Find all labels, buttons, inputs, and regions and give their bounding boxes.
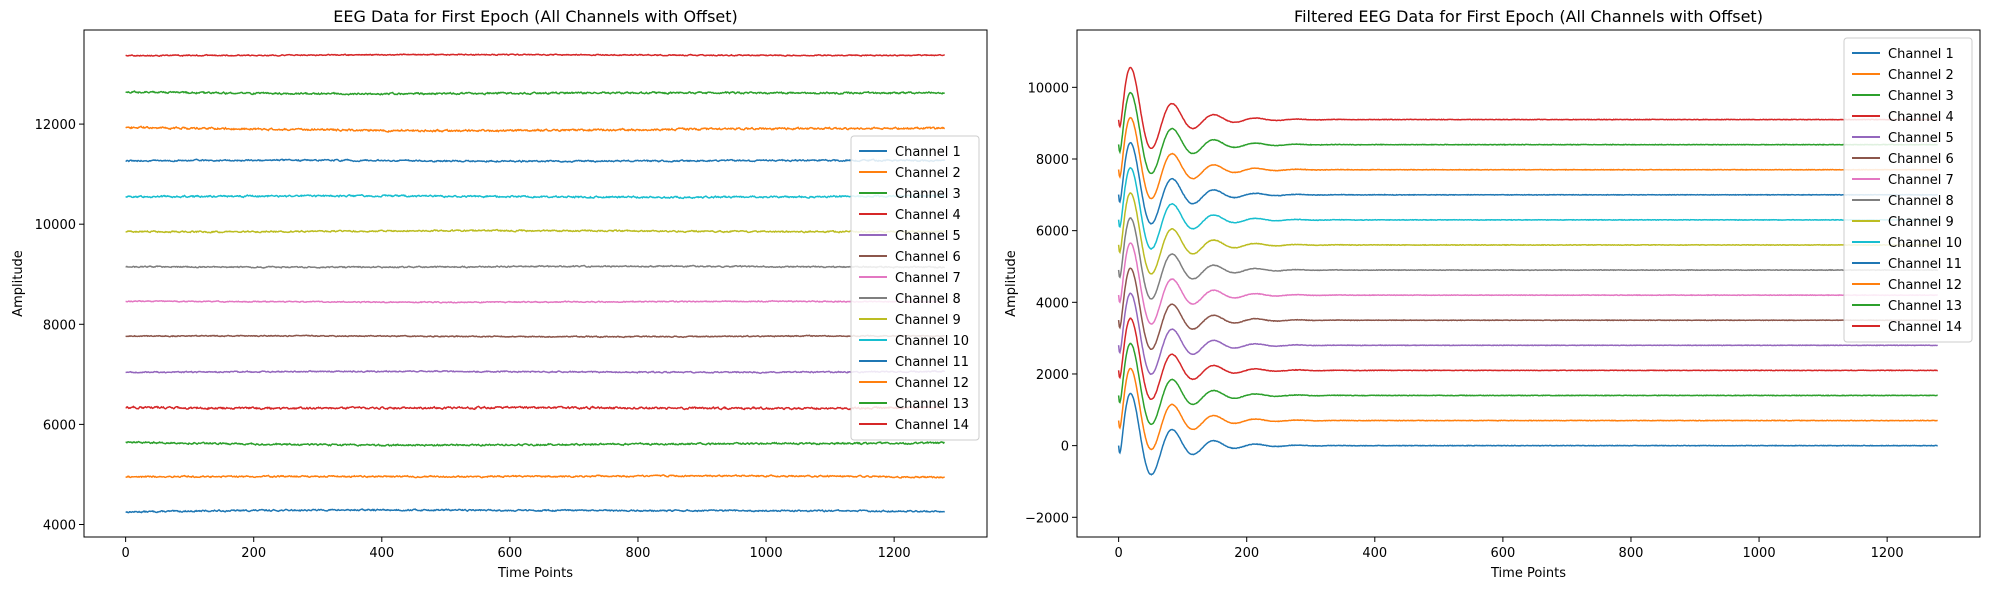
legend-entry: Channel 4	[1888, 110, 1954, 125]
series-line-4	[1117, 317, 1939, 400]
series-line-13	[1117, 91, 1938, 175]
series-line-9	[125, 228, 946, 234]
series-line-6	[125, 334, 946, 339]
y-tick-label: −2000	[1025, 511, 1069, 526]
y-tick-label: 8000	[43, 318, 76, 333]
plot-area	[1117, 66, 1939, 476]
legend-entry: Channel 14	[1888, 320, 1962, 335]
legend-entry: Channel 1	[1888, 47, 1954, 62]
series-line-14	[1117, 66, 1938, 150]
x-tick-label: 1000	[1743, 546, 1776, 561]
series-line-7	[125, 299, 946, 304]
y-tick-label: 6000	[43, 418, 76, 433]
legend-entry: Channel 5	[1888, 131, 1954, 146]
x-tick-label: 800	[626, 546, 651, 561]
series-line-10	[125, 193, 946, 200]
legend-entry: Channel 7	[895, 271, 961, 286]
x-tick-label: 0	[121, 546, 129, 561]
series-line-14	[125, 53, 945, 57]
legend-entry: Channel 11	[1888, 257, 1962, 272]
legend-entry: Channel 8	[895, 292, 961, 307]
series-line-12	[1117, 116, 1938, 200]
y-axis-label: Amplitude	[11, 250, 26, 317]
y-tick-label: 8000	[1036, 153, 1069, 168]
series-line-5	[125, 369, 945, 375]
legend-entry: Channel 6	[895, 250, 961, 265]
legend-entry: Channel 2	[1888, 68, 1954, 83]
legend-entry: Channel 7	[1888, 173, 1954, 188]
legend: Channel 1 Channel 2 Channel 3 Channel 4 Chan…	[1843, 37, 1973, 343]
y-axis-label: Amplitude	[1004, 250, 1019, 317]
chart-title: EEG Data for First Epoch (All Channels w…	[333, 7, 738, 26]
legend-entry: Channel 9	[1888, 215, 1954, 230]
series-line-8	[125, 264, 946, 269]
x-axis-label: Time Points	[497, 566, 573, 581]
x-tick-label: 600	[1490, 546, 1515, 561]
x-tick-label: 400	[369, 546, 394, 561]
series-line-13	[125, 90, 945, 96]
series-line-12	[125, 125, 946, 133]
x-tick-label: 1200	[1871, 546, 1904, 561]
series-line-1	[1117, 392, 1938, 476]
series-line-10	[1117, 166, 1938, 250]
legend-entry: Channel 3	[1888, 89, 1954, 104]
legend-entry: Channel 13	[895, 397, 969, 412]
chart-left: EEG Data for First Epoch (All Channels w…	[11, 7, 988, 581]
legend-entry: Channel 8	[1888, 194, 1954, 209]
y-tick-label: 4000	[43, 518, 76, 533]
legend-entry: Channel 2	[895, 166, 961, 181]
legend-box	[1843, 37, 1973, 343]
series-line-4	[125, 405, 946, 411]
x-tick-label: 600	[497, 546, 522, 561]
axes-frame	[83, 29, 988, 538]
legend-entry: Channel 12	[1888, 278, 1962, 293]
legend-entry: Channel 11	[895, 355, 969, 370]
series-line-2	[125, 474, 945, 479]
chart-right: Filtered EEG Data for First Epoch (All C…	[1004, 7, 1981, 581]
x-axis-label: Time Points	[1490, 566, 1566, 581]
axes-frame	[1076, 29, 1981, 538]
series-line-3	[125, 440, 945, 448]
y-tick-label: 2000	[1036, 368, 1069, 383]
legend-entry: Channel 6	[1888, 152, 1954, 167]
series-line-5	[1117, 292, 1938, 376]
x-tick-label: 1000	[750, 546, 783, 561]
legend-box	[850, 135, 980, 441]
series-line-11	[125, 158, 946, 164]
y-tick-label: 12000	[35, 118, 76, 133]
x-tick-label: 1200	[878, 546, 911, 561]
y-tick-label: 0	[1061, 440, 1069, 455]
legend-entry: Channel 5	[895, 229, 961, 244]
legend-entry: Channel 9	[895, 313, 961, 328]
series-line-1	[125, 508, 946, 514]
y-tick-label: 10000	[35, 218, 76, 233]
chart-title: Filtered EEG Data for First Epoch (All C…	[1294, 7, 1763, 26]
y-tick-label: 4000	[1036, 296, 1069, 311]
legend-entry: Channel 4	[895, 208, 961, 223]
y-tick-label: 10000	[1028, 81, 1069, 96]
y-tick-label: 6000	[1036, 225, 1069, 240]
x-tick-label: 200	[241, 546, 266, 561]
legend-entry: Channel 12	[895, 376, 969, 391]
series-line-9	[1117, 191, 1938, 275]
series-line-6	[1117, 267, 1938, 350]
legend-entry: Channel 14	[895, 418, 969, 433]
x-tick-label: 200	[1234, 546, 1259, 561]
series-line-3	[1117, 342, 1938, 426]
legend-entry: Channel 10	[895, 334, 969, 349]
x-tick-label: 800	[1619, 546, 1644, 561]
legend-entry: Channel 3	[895, 187, 961, 202]
x-tick-label: 400	[1362, 546, 1387, 561]
series-line-2	[1117, 367, 1938, 451]
series-line-7	[1117, 242, 1938, 325]
legend-entry: Channel 13	[1888, 299, 1962, 314]
series-line-8	[1117, 217, 1939, 300]
plot-area	[125, 53, 946, 514]
legend: Channel 1 Channel 2 Channel 3 Channel 4 Chan…	[850, 135, 980, 441]
legend-entry: Channel 10	[1888, 236, 1962, 251]
series-line-11	[1117, 141, 1939, 225]
legend-entry: Channel 1	[895, 145, 961, 160]
x-tick-label: 0	[1114, 546, 1122, 561]
